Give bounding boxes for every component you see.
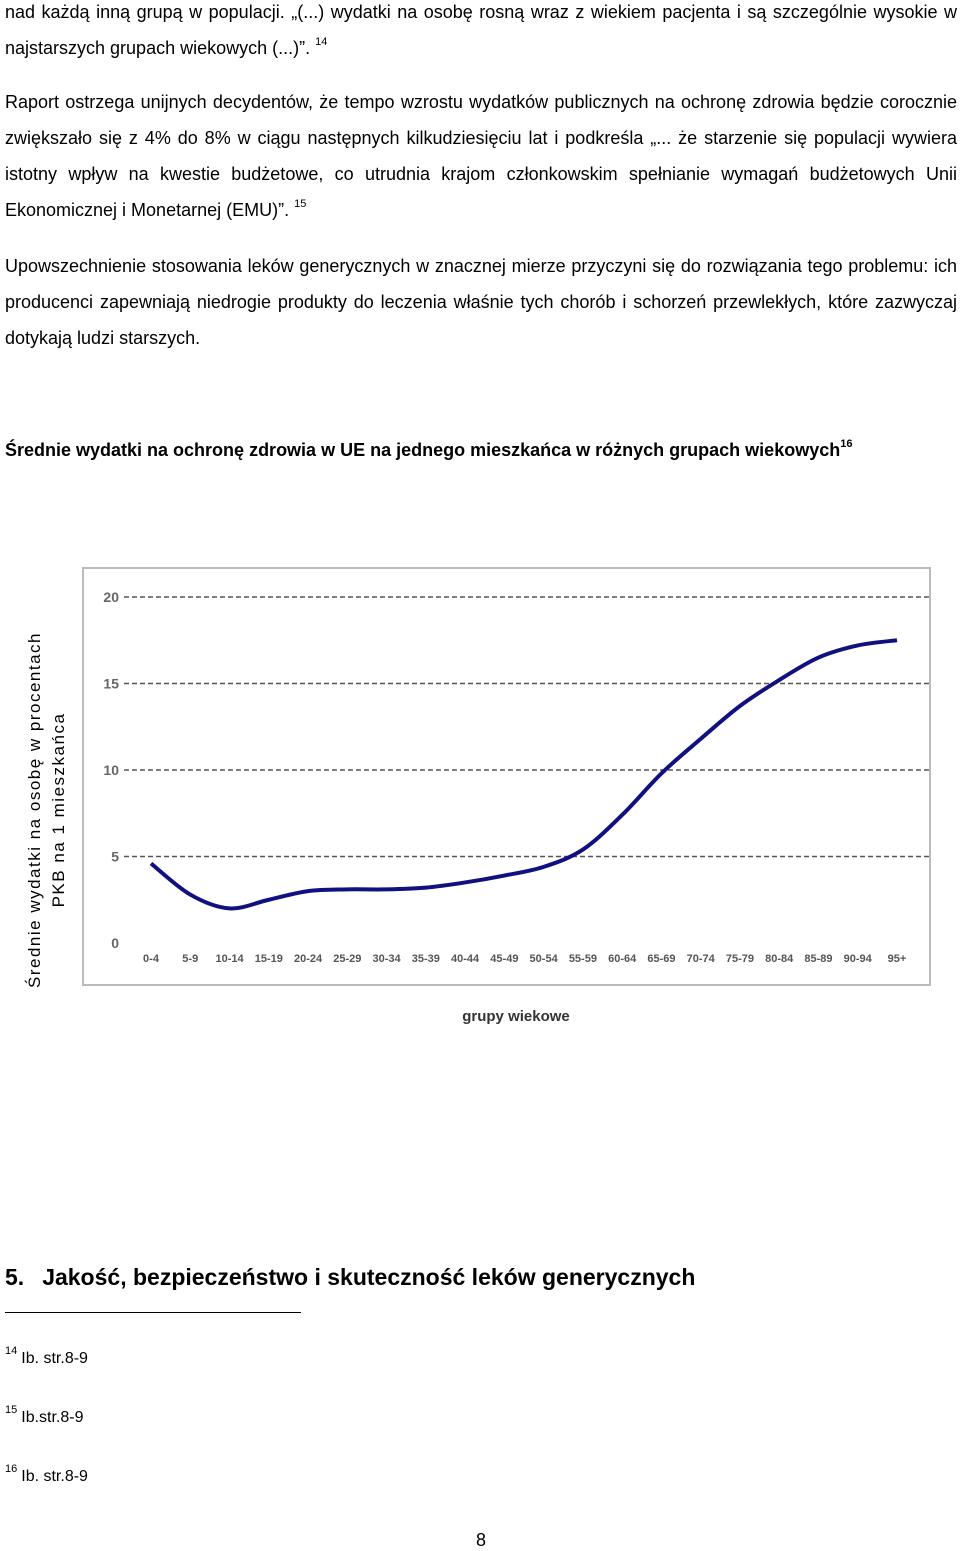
section-number: 5. — [5, 1264, 25, 1290]
page-number: 8 — [475, 1530, 486, 1550]
footnote-ref: 15 — [294, 198, 307, 210]
paragraph-text: Raport ostrzega unijnych decydentów, że … — [5, 92, 957, 220]
y-axis-label: Średnie wydatki na osobę w procentach — [25, 632, 44, 988]
x-tick-label: 75-79 — [726, 953, 754, 965]
paragraph-text: Upowszechnienie stosowania leków generyc… — [5, 256, 957, 348]
y-tick-label: 5 — [111, 849, 119, 865]
footnote: 14 Ib. str.8-9 — [5, 1346, 88, 1368]
x-tick-label: 45-49 — [490, 953, 518, 965]
x-tick-label: 15-19 — [255, 953, 283, 965]
x-tick-label: 35-39 — [412, 953, 440, 965]
y-tick-label: 10 — [103, 762, 119, 778]
x-tick-label: 25-29 — [333, 953, 361, 965]
footnote-text: Ib. str.8-9 — [21, 1350, 88, 1367]
x-tick-label: 20-24 — [294, 953, 323, 965]
section-heading: 5. Jakość, bezpieczeństwo i skuteczność l… — [5, 1264, 695, 1291]
y-axis-label: PKB na 1 mieszkańca — [49, 713, 68, 908]
x-tick-label: 0-4 — [143, 953, 160, 965]
data-line — [149, 638, 898, 911]
x-tick-label: 10-14 — [215, 953, 244, 965]
y-tick-label: 15 — [103, 676, 119, 692]
x-tick-label: 55-59 — [569, 953, 597, 965]
footnote-number: 15 — [5, 1404, 18, 1416]
footnote-text: Ib.str.8-9 — [21, 1409, 84, 1426]
x-tick-label: 5-9 — [182, 953, 198, 965]
footnote-ref: 14 — [315, 36, 328, 48]
footnote: 15 Ib.str.8-9 — [5, 1405, 84, 1427]
x-tick-label: 70-74 — [687, 953, 716, 965]
x-tick-label: 65-69 — [647, 953, 675, 965]
x-axis-label: grupy wiekowe — [462, 1008, 570, 1025]
x-tick-label: 50-54 — [530, 953, 559, 965]
chart: Średnie wydatki na osobę w procentach PK… — [25, 567, 931, 1025]
x-tick-label: 90-94 — [844, 953, 873, 965]
footnote-text: Ib. str.8-9 — [21, 1468, 88, 1485]
x-tick-label: 85-89 — [804, 953, 832, 965]
x-tick-label: 60-64 — [608, 953, 637, 965]
footnote-number: 14 — [5, 1345, 18, 1357]
section-title: Jakość, bezpieczeństwo i skuteczność lek… — [42, 1264, 696, 1290]
heading-text: Średnie wydatki na ochronę zdrowia w UE … — [5, 440, 841, 460]
footnote: 16 Ib. str.8-9 — [5, 1464, 88, 1486]
footnote-number: 16 — [5, 1463, 18, 1475]
chart-heading: Średnie wydatki na ochronę zdrowia w UE … — [5, 432, 957, 468]
y-tick-label: 0 — [111, 935, 119, 951]
footnote-ref: 16 — [840, 438, 853, 450]
x-tick-label: 40-44 — [451, 953, 480, 965]
y-tick-label: 20 — [103, 589, 119, 605]
plot-frame — [82, 567, 931, 986]
x-tick-label: 30-34 — [373, 953, 402, 965]
footnote-separator — [5, 1312, 301, 1313]
x-tick-label: 80-84 — [765, 953, 794, 965]
paragraph: Raport ostrzega unijnych decydentów, że … — [5, 84, 957, 228]
paragraph: nad każdą inną grupą w populacji. „(...)… — [5, 0, 957, 66]
paragraph: Upowszechnienie stosowania leków generyc… — [5, 248, 957, 356]
x-tick-label: 95+ — [888, 953, 907, 965]
paragraph-text: nad każdą inną grupą w populacji. „(...)… — [5, 2, 957, 58]
